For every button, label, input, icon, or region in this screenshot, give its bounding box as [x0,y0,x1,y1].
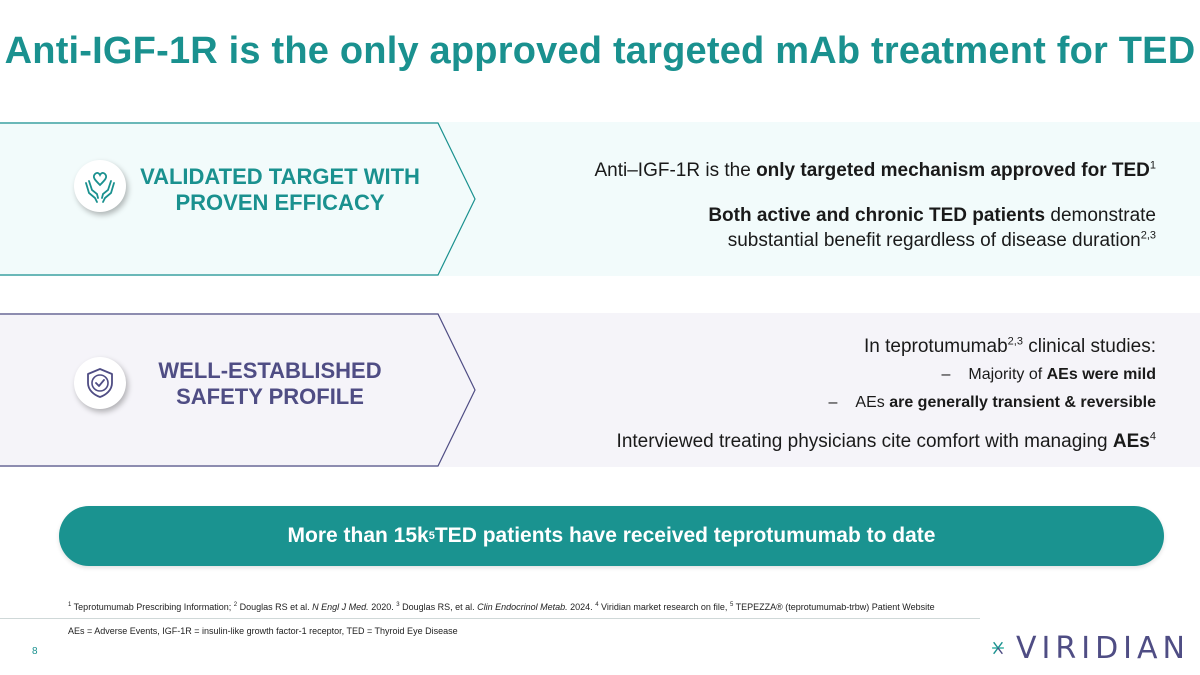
efficacy-label-line1: VALIDATED TARGET WITH [140,164,420,189]
viridian-logo-text: VIRIDIAN [1016,630,1190,666]
banner-text-pre: More than 15k [287,524,429,547]
ref-num: 2 [233,602,238,608]
safety-closing: Interviewed treating physicians cite com… [617,431,1156,453]
safety-chevron-outline [0,313,476,467]
efficacy-chevron-outline [0,122,476,276]
shield-check-icon [74,357,126,409]
patients-banner: More than 15k 5 TED patients have receive… [59,506,1164,566]
slide-title: Anti-IGF-1R is the only approved targete… [4,30,1196,72]
ref-num: 5 [729,602,734,608]
ref-1: Teprotumumab Prescribing Information; [71,602,234,612]
safety-bullet-2-text: AEs [855,394,890,411]
ref-num: 1 [68,602,72,608]
safety-label: WELL-ESTABLISHED SAFETY PROFILE [110,358,430,410]
safety-bullet-1: – Majority of AEs were mild [941,366,1156,384]
safety-band [0,313,1200,467]
ref-sup: 1 [1149,159,1156,172]
ref-sup: 2,3 [1140,229,1156,242]
hands-heart-icon [74,160,126,212]
ref-3-journal: Clin Endocrinol Metab. [477,602,568,612]
ref-3-year: 2024. [567,602,596,612]
safety-intro-text-post: clinical studies: [1022,336,1156,357]
efficacy-label-line2: PROVEN EFFICACY [175,190,385,215]
efficacy-statement-1-bold: only targeted mechanism approved for TED [756,160,1150,181]
ref-sup: 4 [1149,430,1156,443]
footer-divider [0,618,980,619]
efficacy-band [0,122,1200,276]
safety-bullet-1-bold: AEs were mild [1046,366,1156,383]
ref-2-year: 2020. [368,602,397,612]
ref-2-journal: N Engl J Med. [312,602,369,612]
safety-intro-text: In teprotumumab [864,336,1008,357]
bullet-dash: – [828,394,838,411]
efficacy-statement-2-text: demonstrate [1045,205,1156,226]
ref-4: Viridian market research on file, [598,602,730,612]
safety-bullet-2-bold: are generally transient & reversible [889,394,1156,411]
viridian-logo: VIRIDIAN [990,628,1190,668]
safety-bullet-1-text: Majority of [968,366,1047,383]
safety-label-line2: SAFETY PROFILE [176,384,364,409]
ref-num: 4 [595,602,599,608]
safety-bullet-2: – AEs are generally transient & reversibl… [829,394,1157,412]
ref-2: Douglas RS et al. [237,602,313,612]
safety-closing-text: Interviewed treating physicians cite com… [616,431,1113,452]
efficacy-statement-1: Anti–IGF-1R is the only targeted mechani… [595,160,1157,182]
abbreviations: AEs = Adverse Events, IGF-1R = insulin-l… [68,626,458,636]
references: 1 Teprotumumab Prescribing Information; … [68,602,935,612]
safety-label-line1: WELL-ESTABLISHED [158,358,382,383]
bullet-dash: – [941,366,951,383]
viridian-logo-mark-icon [991,641,1005,655]
ref-3: Douglas RS, et al. [399,602,478,612]
page-number: 8 [32,646,38,657]
banner-text-post: TED patients have received teprotumumab … [434,524,936,547]
safety-intro: In teprotumumab2,3 clinical studies: [864,336,1156,358]
efficacy-label: VALIDATED TARGET WITH PROVEN EFFICACY [120,164,440,216]
ref-num: 3 [396,602,400,608]
ref-sup: 2,3 [1007,335,1023,348]
efficacy-statement-3-text: substantial benefit regardless of diseas… [727,230,1141,251]
efficacy-statement-2-bold: Both active and chronic TED patients [708,205,1046,226]
efficacy-statement-2: Both active and chronic TED patients dem… [708,203,1156,253]
ref-5: TEPEZZA® (teprotumumab-trbw) Patient Web… [733,602,935,612]
efficacy-statement-1-text: Anti–IGF-1R is the [594,160,757,181]
safety-closing-bold: AEs [1112,431,1150,452]
